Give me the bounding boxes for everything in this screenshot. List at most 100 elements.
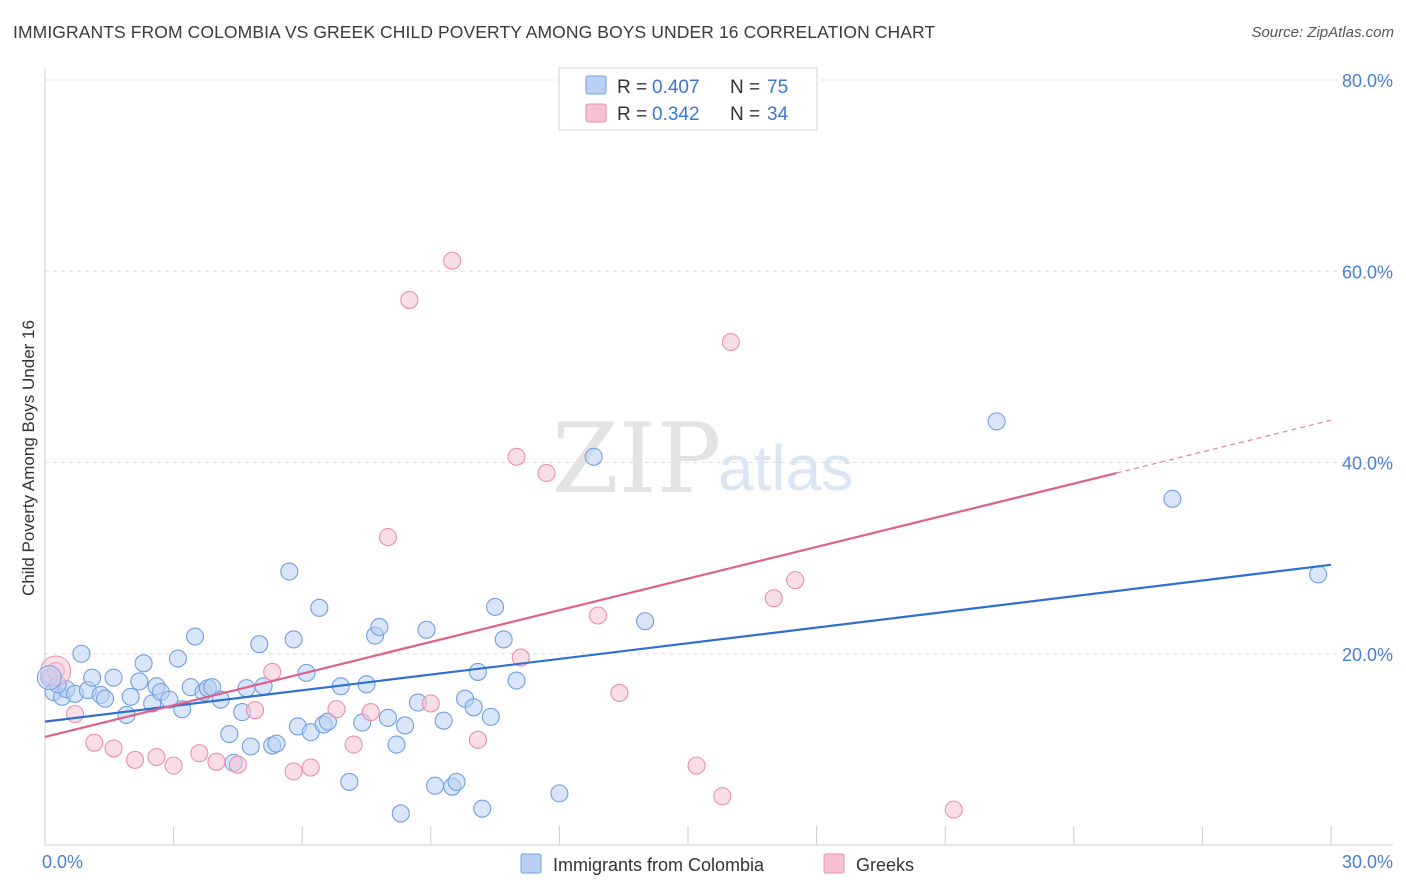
point-greeks bbox=[104, 739, 123, 758]
point-greeks bbox=[207, 752, 226, 771]
correlation-legend: R = 0.407 N = 75 R = 0.342 N = 34 bbox=[558, 67, 818, 131]
point-colombia bbox=[473, 799, 492, 818]
point-greeks bbox=[687, 756, 706, 775]
legend-swatch-colombia bbox=[585, 75, 607, 95]
legend-swatch-greeks bbox=[585, 103, 607, 123]
point-colombia bbox=[387, 735, 406, 754]
point-colombia bbox=[130, 672, 149, 691]
point-greeks bbox=[245, 701, 265, 720]
point-greeks bbox=[263, 662, 282, 681]
grid-layer bbox=[45, 79, 1393, 655]
point-colombia bbox=[284, 630, 303, 649]
point-colombia bbox=[250, 635, 269, 654]
point-colombia bbox=[468, 662, 488, 681]
point-colombia bbox=[507, 671, 526, 690]
point-colombia bbox=[434, 711, 453, 730]
point-greeks bbox=[588, 606, 608, 625]
series-legend: Immigrants from Colombia Greeks bbox=[520, 853, 914, 875]
x-tick-label: 30.0% bbox=[1342, 852, 1393, 872]
point-greeks bbox=[284, 762, 303, 781]
source-label: Source: ZipAtlas.com bbox=[1251, 24, 1394, 41]
point-greeks bbox=[421, 694, 440, 713]
legend-swatch-greeks bbox=[823, 853, 845, 874]
point-colombia bbox=[426, 776, 445, 795]
point-colombia bbox=[447, 772, 466, 791]
trendline-greeks-extension bbox=[1116, 419, 1332, 474]
point-colombia bbox=[481, 707, 500, 726]
trend-layer bbox=[44, 419, 1332, 739]
y-tick-label: 40.0% bbox=[1342, 454, 1393, 474]
point-colombia bbox=[220, 725, 239, 744]
point-colombia bbox=[391, 804, 410, 823]
point-greeks bbox=[507, 447, 526, 466]
point-colombia bbox=[168, 649, 187, 668]
point-greeks bbox=[327, 700, 346, 719]
point-greeks bbox=[228, 755, 247, 774]
chart-title: IMMIGRANTS FROM COLOMBIA VS GREEK CHILD … bbox=[13, 22, 936, 42]
point-greeks bbox=[786, 571, 805, 590]
x-tick-label: 0.0% bbox=[42, 852, 83, 872]
point-greeks bbox=[537, 463, 556, 483]
legend-n-value: 75 bbox=[767, 77, 788, 98]
watermark-atlas: atlas bbox=[718, 432, 853, 504]
point-colombia bbox=[241, 737, 260, 756]
point-colombia bbox=[486, 597, 505, 616]
legend-r-value: 0.407 bbox=[652, 77, 700, 98]
points-layer bbox=[36, 109, 1328, 823]
point-greeks bbox=[85, 733, 104, 752]
point-greeks bbox=[713, 787, 732, 806]
y-tick-label: 80.0% bbox=[1342, 71, 1393, 91]
tick-label-layer: 20.0% 40.0% 60.0% 80.0% 0.0% 30.0% bbox=[42, 71, 1393, 872]
point-greeks bbox=[190, 744, 209, 763]
legend-n-label: N = bbox=[730, 77, 760, 98]
trendline-colombia bbox=[44, 563, 1332, 723]
point-greeks bbox=[468, 730, 488, 749]
point-greeks bbox=[443, 251, 462, 270]
point-colombia bbox=[494, 630, 513, 649]
legend-n-label: N = bbox=[730, 104, 760, 125]
point-colombia bbox=[95, 689, 115, 708]
point-colombia bbox=[584, 447, 603, 466]
point-greeks bbox=[344, 735, 363, 754]
point-colombia bbox=[378, 708, 397, 727]
point-colombia bbox=[987, 412, 1006, 431]
point-greeks bbox=[721, 332, 740, 352]
point-colombia bbox=[636, 612, 655, 631]
point-colombia bbox=[464, 698, 483, 717]
point-greeks bbox=[610, 683, 629, 703]
y-tick-label: 60.0% bbox=[1342, 262, 1393, 282]
point-greeks bbox=[147, 747, 166, 767]
point-greeks bbox=[378, 528, 397, 547]
point-colombia bbox=[357, 675, 376, 694]
point-colombia bbox=[280, 562, 299, 581]
point-colombia bbox=[550, 784, 569, 803]
point-colombia bbox=[318, 712, 337, 731]
point-greeks bbox=[764, 589, 783, 608]
point-colombia bbox=[1163, 489, 1182, 508]
point-greeks bbox=[125, 750, 145, 769]
point-greeks bbox=[400, 290, 419, 309]
point-colombia bbox=[134, 654, 153, 673]
point-greeks bbox=[164, 756, 183, 775]
point-greeks bbox=[301, 758, 320, 777]
legend-swatch-colombia bbox=[520, 853, 542, 874]
legend-n-value: 34 bbox=[767, 104, 789, 125]
legend-r-label: R = bbox=[617, 104, 647, 125]
legend-label-colombia: Immigrants from Colombia bbox=[553, 855, 765, 875]
point-colombia bbox=[104, 668, 123, 687]
axes-layer bbox=[44, 68, 1393, 846]
y-tick-label: 20.0% bbox=[1342, 645, 1393, 665]
trendline-greeks bbox=[44, 471, 1117, 739]
point-colombia bbox=[185, 627, 205, 646]
point-colombia bbox=[417, 620, 436, 639]
legend-r-value: 0.342 bbox=[652, 104, 700, 125]
point-colombia bbox=[396, 716, 415, 735]
point-colombia bbox=[340, 772, 359, 791]
point-greeks bbox=[944, 800, 963, 819]
point-greeks bbox=[511, 648, 530, 667]
point-colombia bbox=[1309, 565, 1328, 584]
y-axis-label: Child Poverty Among Boys Under 16 bbox=[19, 320, 38, 596]
point-colombia bbox=[36, 665, 62, 691]
watermark: ZIP atlas bbox=[552, 403, 853, 515]
